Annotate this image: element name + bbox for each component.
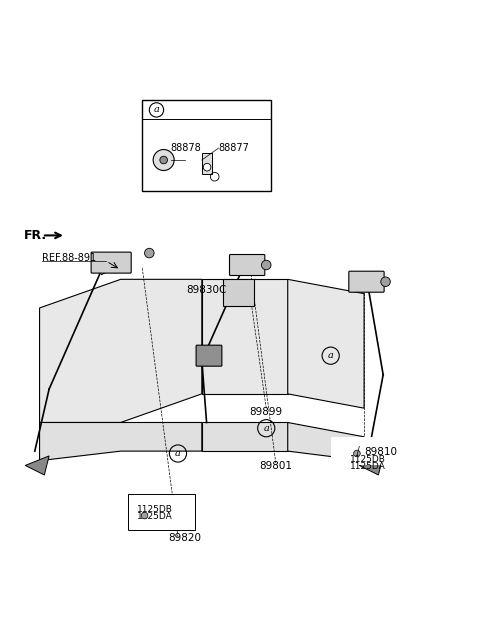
Text: FR.: FR. <box>24 229 48 242</box>
Text: 89810: 89810 <box>364 447 397 457</box>
Text: 1125DA: 1125DA <box>350 462 385 471</box>
Text: 89820: 89820 <box>168 533 202 543</box>
Bar <box>331 437 385 465</box>
Text: 1125DA: 1125DA <box>137 512 173 521</box>
FancyBboxPatch shape <box>229 255 265 276</box>
Bar <box>223 279 254 305</box>
Text: 1125DB: 1125DB <box>137 505 173 514</box>
Text: a: a <box>264 424 269 432</box>
Polygon shape <box>25 456 49 475</box>
Text: a: a <box>154 105 159 114</box>
FancyBboxPatch shape <box>196 345 222 366</box>
Polygon shape <box>39 422 202 460</box>
Text: 88878: 88878 <box>171 143 202 153</box>
Circle shape <box>153 149 174 171</box>
Polygon shape <box>39 279 202 422</box>
Circle shape <box>203 163 211 171</box>
Bar <box>142 100 271 119</box>
Text: 88877: 88877 <box>218 143 250 153</box>
Text: 1125DB: 1125DB <box>350 455 385 464</box>
Polygon shape <box>202 279 288 394</box>
Circle shape <box>381 277 390 286</box>
Bar <box>142 100 271 191</box>
Bar <box>202 153 212 175</box>
FancyBboxPatch shape <box>349 271 384 292</box>
FancyBboxPatch shape <box>91 252 131 273</box>
Polygon shape <box>202 422 288 451</box>
Polygon shape <box>288 422 364 460</box>
Circle shape <box>160 156 168 164</box>
Circle shape <box>144 248 154 258</box>
Circle shape <box>354 450 360 457</box>
Circle shape <box>141 512 148 519</box>
Text: a: a <box>175 449 181 458</box>
Text: REF.88-891: REF.88-891 <box>42 253 96 263</box>
Polygon shape <box>288 279 364 408</box>
Bar <box>128 494 195 530</box>
Text: 89830C: 89830C <box>186 285 227 295</box>
Polygon shape <box>360 456 383 475</box>
Text: a: a <box>328 351 334 360</box>
Circle shape <box>262 260 271 270</box>
Text: 89801: 89801 <box>259 462 292 471</box>
Text: 89899: 89899 <box>250 406 283 417</box>
